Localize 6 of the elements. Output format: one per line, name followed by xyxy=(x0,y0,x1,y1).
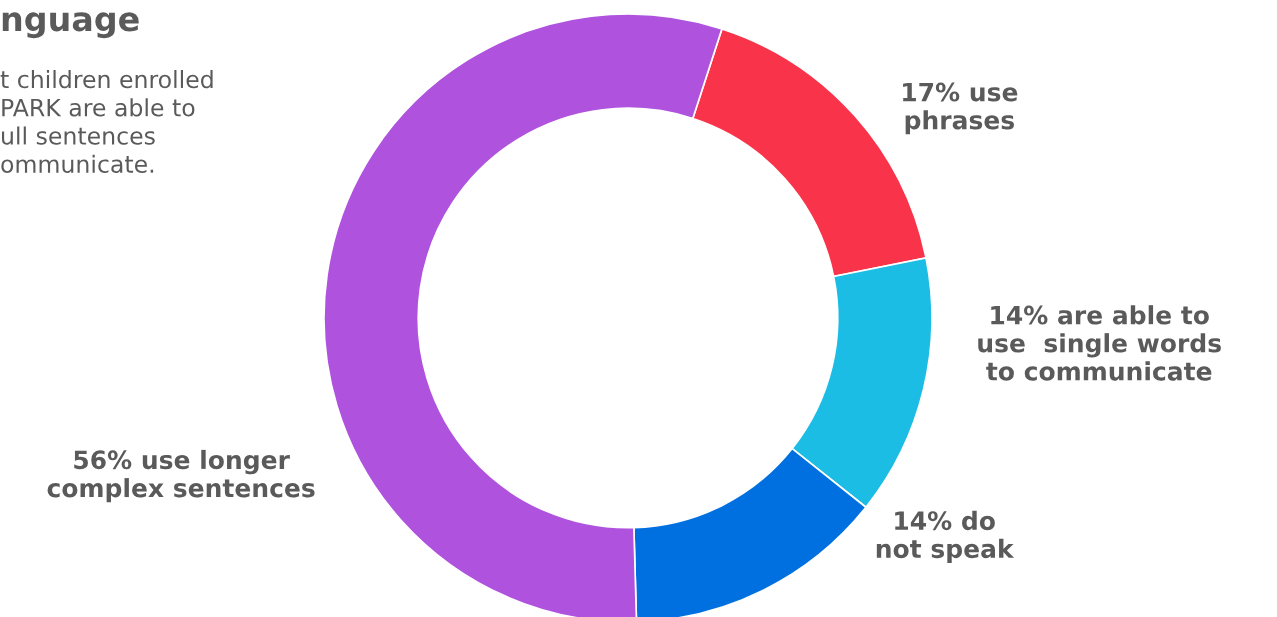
slice-label: 17% use phrases xyxy=(903,82,1018,135)
text: t children enrolled PARK are able to ull sentences ommunicate. xyxy=(0,70,213,173)
slice-label: 56% use longer complex sentences xyxy=(47,449,315,503)
chart-title: nguage xyxy=(2,12,139,39)
slice-label: 14% do not speak xyxy=(876,510,1015,563)
slice-label: 14% are able to use single words to communicate xyxy=(978,305,1221,381)
